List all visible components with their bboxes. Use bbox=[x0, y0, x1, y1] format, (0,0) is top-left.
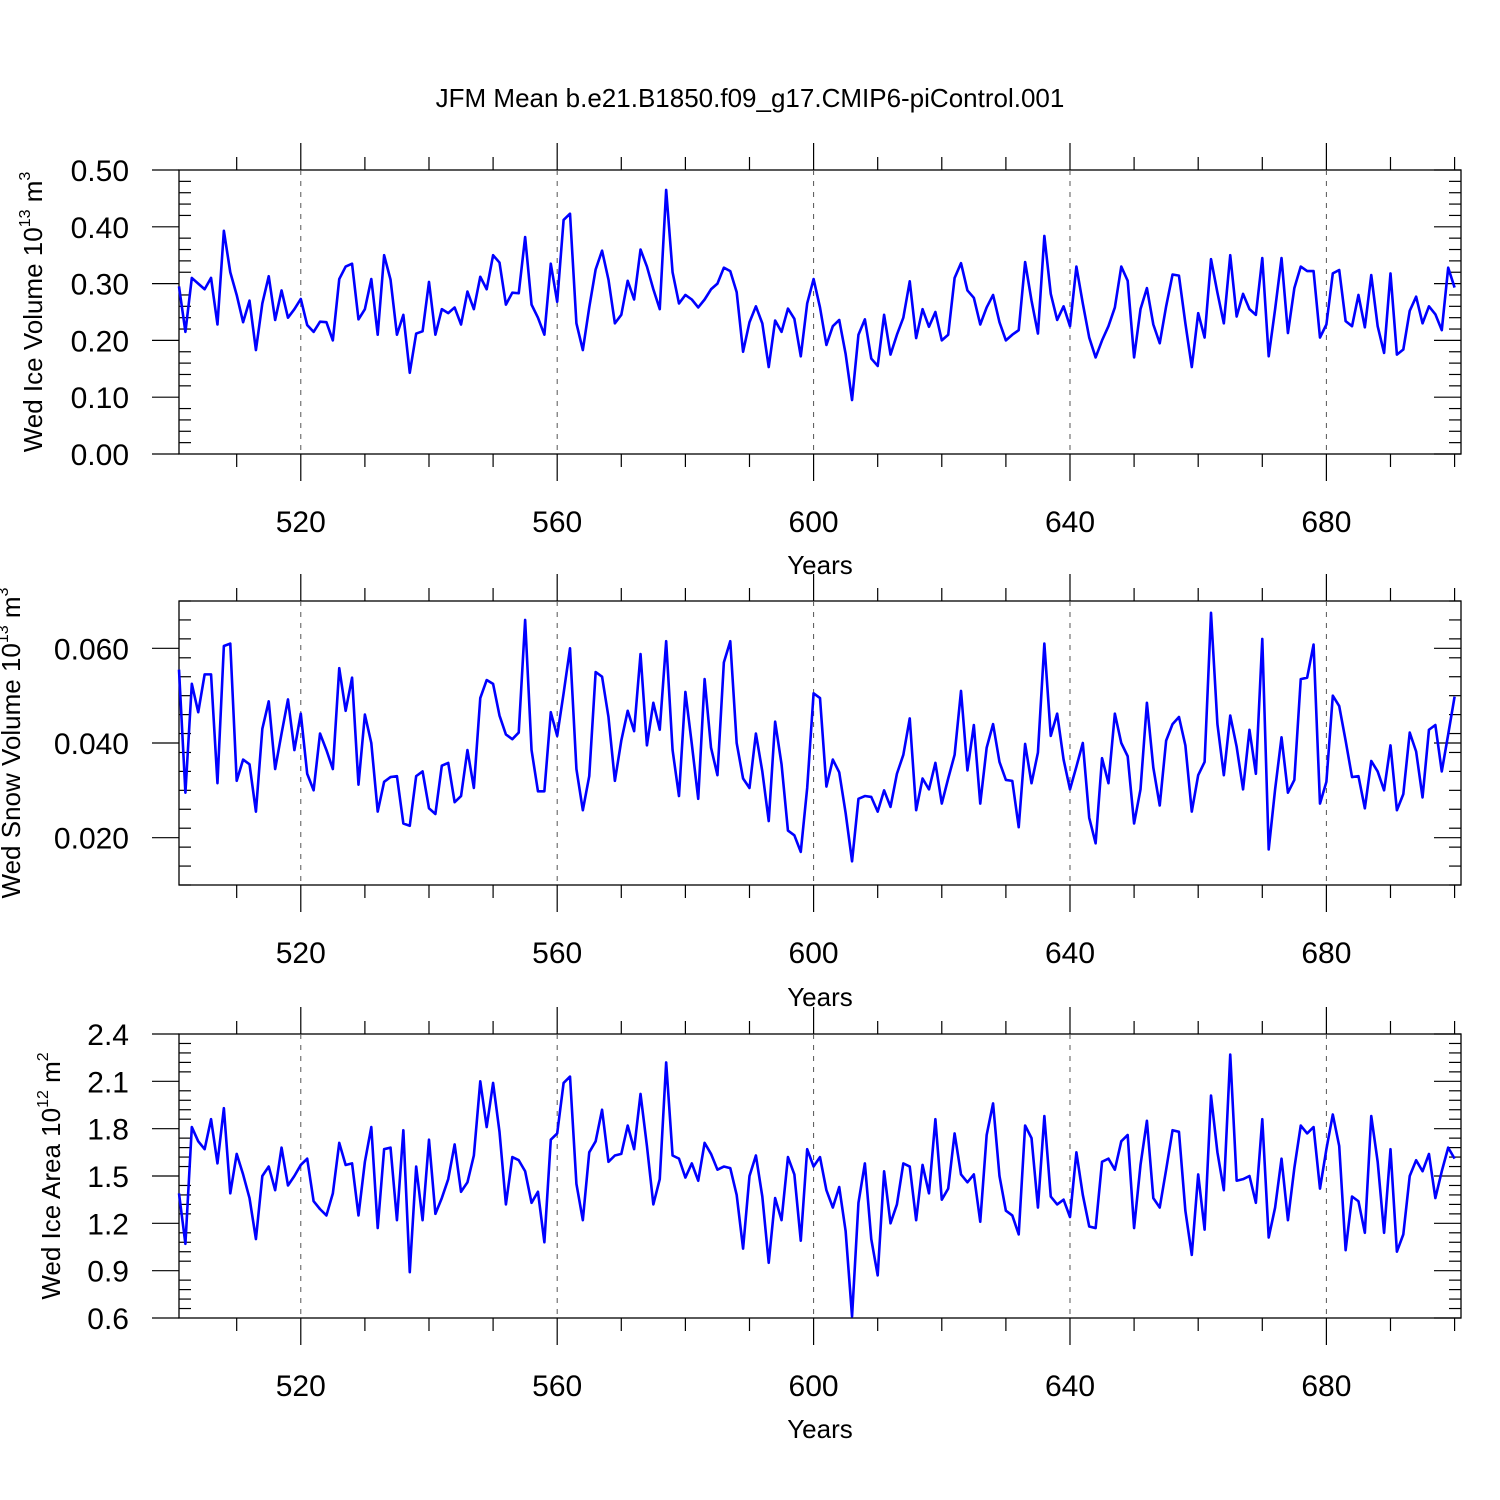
x-tick-label-680: 680 bbox=[1301, 1370, 1351, 1403]
y-axis-label-unit: m bbox=[36, 1061, 66, 1090]
series-line bbox=[177, 611, 1456, 863]
x-grid bbox=[300, 1034, 1327, 1318]
panel-wed-snow-volume: 520 560 600 640 680 0.020 0.040 0.060 Years We… bbox=[0, 574, 1462, 1012]
y-tick-labels: 0.00 0.10 0.20 0.30 0.40 0.50 bbox=[71, 155, 129, 472]
x-tick-label-640: 640 bbox=[1045, 1370, 1095, 1403]
x-axis-label: Years bbox=[787, 550, 853, 580]
x-tick-label-600: 600 bbox=[789, 506, 839, 539]
x-tick-label-600: 600 bbox=[789, 937, 839, 970]
y-tick-label: 0.00 bbox=[71, 439, 129, 472]
y-axis-label-unit-exponent: 2 bbox=[35, 1052, 52, 1061]
y-axis-label-text: Wed Snow Volume 10 bbox=[0, 643, 26, 898]
y-axis-label-unit-exponent: 3 bbox=[17, 172, 34, 181]
y-tick-label: 0.30 bbox=[71, 269, 129, 302]
panel-wed-ice-area: 520 560 600 640 680 0.6 0.9 1.2 1.5 1.8 2.1 2.4 Ye… bbox=[35, 1007, 1462, 1444]
y-tick-label: 0.060 bbox=[54, 633, 129, 666]
y-axis-label-exponent: 12 bbox=[35, 1090, 52, 1108]
x-tick-labels: 520 560 600 640 680 bbox=[276, 506, 1352, 539]
x-tick-labels: 520 560 600 640 680 bbox=[276, 937, 1352, 970]
y-tick-label: 2.1 bbox=[87, 1066, 129, 1099]
x-grid bbox=[300, 170, 1327, 454]
y-axis-label-exponent: 13 bbox=[17, 209, 34, 227]
x-tick-label-560: 560 bbox=[532, 506, 582, 539]
x-ticks bbox=[236, 574, 1456, 912]
x-tick-label-600: 600 bbox=[789, 1370, 839, 1403]
y-axis-label-text: Wed Ice Area 10 bbox=[36, 1108, 66, 1300]
x-axis-label: Years bbox=[787, 982, 853, 1012]
y-axis-label: Wed Ice Area 1012 m2 bbox=[35, 1052, 66, 1299]
plot-frame bbox=[178, 1033, 1462, 1319]
y-tick-label: 0.020 bbox=[54, 823, 129, 856]
x-tick-label-520: 520 bbox=[276, 1370, 326, 1403]
y-tick-labels: 0.6 0.9 1.2 1.5 1.8 2.1 2.4 bbox=[87, 1019, 129, 1336]
y-tick-label: 0.20 bbox=[71, 325, 129, 358]
y-axis-label: Wed Ice Volume 1013 m3 bbox=[17, 172, 48, 453]
y-axis-label-exponent: 13 bbox=[0, 625, 12, 643]
x-grid bbox=[300, 601, 1327, 885]
x-tick-label-680: 680 bbox=[1301, 506, 1351, 539]
x-tick-label-680: 680 bbox=[1301, 937, 1351, 970]
x-tick-label-640: 640 bbox=[1045, 506, 1095, 539]
x-tick-labels: 520 560 600 640 680 bbox=[276, 1370, 1352, 1403]
x-tick-label-640: 640 bbox=[1045, 937, 1095, 970]
y-tick-label: 1.5 bbox=[87, 1161, 129, 1194]
y-ticks bbox=[152, 600, 1461, 886]
figure-title: JFM Mean b.e21.B1850.f09_g17.CMIP6-piCon… bbox=[436, 83, 1065, 113]
y-axis-label-unit: m bbox=[18, 181, 48, 210]
y-tick-label: 1.2 bbox=[87, 1208, 129, 1241]
y-tick-label: 0.040 bbox=[54, 728, 129, 761]
y-tick-label: 0.9 bbox=[87, 1256, 129, 1289]
y-tick-labels: 0.020 0.040 0.060 bbox=[54, 633, 129, 855]
x-tick-label-520: 520 bbox=[276, 937, 326, 970]
y-axis-label-text: Wed Ice Volume 10 bbox=[18, 227, 48, 452]
series-line bbox=[177, 188, 1456, 402]
y-tick-label: 0.6 bbox=[87, 1303, 129, 1336]
x-axis-label: Years bbox=[787, 1414, 853, 1444]
y-axis-label-unit-exponent: 3 bbox=[0, 587, 12, 596]
plot-frame bbox=[178, 169, 1462, 455]
y-tick-label: 0.50 bbox=[71, 155, 129, 188]
x-tick-label-520: 520 bbox=[276, 506, 326, 539]
y-tick-label: 0.10 bbox=[71, 382, 129, 415]
y-tick-label: 2.4 bbox=[87, 1019, 129, 1052]
y-axis-label-unit: m bbox=[0, 596, 26, 625]
x-tick-label-560: 560 bbox=[532, 937, 582, 970]
panel-wed-ice-volume: 520 560 600 640 680 0.00 0.10 0.20 0.30 0.40 0.50… bbox=[17, 143, 1462, 580]
x-tick-label-560: 560 bbox=[532, 1370, 582, 1403]
x-ticks bbox=[236, 143, 1456, 481]
series-line bbox=[177, 1053, 1456, 1318]
y-tick-label: 1.8 bbox=[87, 1114, 129, 1147]
y-tick-label: 0.40 bbox=[71, 212, 129, 245]
x-ticks bbox=[236, 1007, 1456, 1345]
y-axis-label: Wed Snow Volume 1013 m3 bbox=[0, 587, 26, 898]
